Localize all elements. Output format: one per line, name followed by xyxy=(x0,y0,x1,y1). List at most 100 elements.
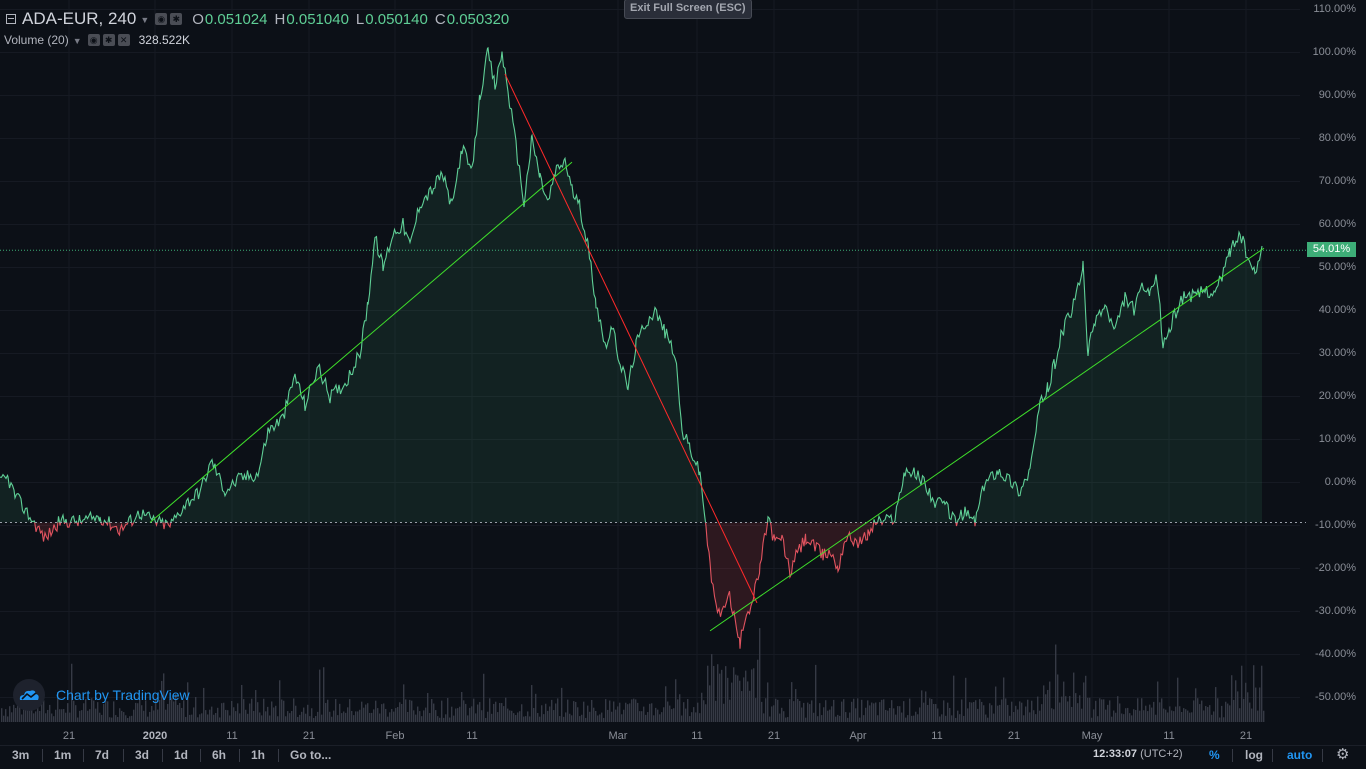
volume-bar xyxy=(993,713,995,722)
volume-bar xyxy=(793,701,795,722)
volume-bar xyxy=(909,698,911,722)
volume-bar xyxy=(219,717,221,722)
symbol-label[interactable]: ADA-EUR, 240 xyxy=(22,9,137,28)
tradingview-cloud-icon[interactable] xyxy=(13,679,45,711)
gear-icon[interactable]: ⚙ xyxy=(1336,746,1350,763)
timeframe-button[interactable]: 1h xyxy=(251,748,266,762)
volume-bar xyxy=(1125,708,1127,722)
volume-bar xyxy=(611,711,613,722)
volume-bar xyxy=(711,654,713,722)
volume-bar xyxy=(1255,687,1257,722)
timeframe-button[interactable]: 1m xyxy=(54,748,72,762)
volume-bar xyxy=(877,715,879,722)
volume-bar xyxy=(765,698,767,722)
volume-bar xyxy=(571,715,573,722)
volume-bar xyxy=(823,707,825,722)
volume-bar xyxy=(5,709,7,722)
volume-bar xyxy=(373,709,375,722)
volume-bar xyxy=(257,702,259,722)
time-axis-label: Feb xyxy=(385,730,405,742)
branding-link[interactable]: Chart by TradingView xyxy=(56,687,190,703)
volume-bar xyxy=(1121,713,1123,722)
volume-bar xyxy=(857,698,859,722)
exit-fullscreen-button[interactable]: Exit Full Screen (ESC) xyxy=(624,0,752,19)
price-axis-label: -40.00% xyxy=(1315,647,1356,660)
volume-bar xyxy=(233,707,235,722)
price-chart[interactable] xyxy=(0,0,1366,745)
volume-bar xyxy=(835,716,837,722)
eye-icon[interactable]: ◉ xyxy=(155,13,168,25)
timeframe-button[interactable]: 3d xyxy=(135,748,150,762)
volume-bar xyxy=(13,704,15,722)
volume-bar xyxy=(1081,708,1083,722)
chevron-down-icon[interactable]: ▼ xyxy=(72,36,82,46)
volume-bar xyxy=(1189,712,1191,722)
timeframe-button[interactable]: 6h xyxy=(212,748,227,762)
volume-bar xyxy=(345,712,347,722)
volume-bar xyxy=(47,709,49,722)
volume-bar xyxy=(169,699,171,722)
volume-bar xyxy=(937,708,939,722)
volume-bar xyxy=(1117,696,1119,722)
settings-icon[interactable]: ✱ xyxy=(102,34,115,46)
volume-bar xyxy=(1261,665,1263,722)
price-axis-label: 110.00% xyxy=(1313,2,1356,15)
volume-bar xyxy=(15,708,17,722)
price-axis-label: 90.00% xyxy=(1318,88,1356,101)
volume-bar xyxy=(29,704,31,722)
volume-bar xyxy=(1055,644,1057,722)
volume-bar xyxy=(1207,707,1209,722)
volume-bar xyxy=(947,702,949,722)
tradingview-branding[interactable]: Chart by TradingView xyxy=(13,679,190,711)
volume-bar xyxy=(327,699,329,722)
volume-bar xyxy=(49,704,51,722)
price-axis-label: -30.00% xyxy=(1315,604,1356,617)
settings-icon[interactable]: ✱ xyxy=(170,13,183,25)
eye-icon[interactable]: ◉ xyxy=(87,34,100,46)
volume-bar xyxy=(629,703,631,722)
volume-bar xyxy=(773,705,775,722)
percent-scale-button[interactable]: % xyxy=(1209,748,1220,762)
close-icon[interactable]: ✕ xyxy=(117,34,130,46)
volume-bar xyxy=(21,714,23,722)
timeframe-button[interactable]: 1d xyxy=(174,748,189,762)
auto-scale-button[interactable]: auto xyxy=(1287,748,1313,762)
volume-bar xyxy=(837,714,839,722)
volume-bar xyxy=(9,706,11,722)
volume-bar xyxy=(899,706,901,722)
clock[interactable]: 12:33:07 (UTC+2) xyxy=(1093,748,1183,760)
volume-bar xyxy=(641,711,643,722)
volume-bar xyxy=(363,707,365,722)
volume-bar xyxy=(587,705,589,722)
volume-bar xyxy=(225,709,227,722)
volume-bar xyxy=(759,628,761,722)
volume-bar xyxy=(699,713,701,722)
volume-bar xyxy=(631,699,633,722)
volume-label[interactable]: Volume (20) xyxy=(4,33,69,47)
volume-bar xyxy=(957,710,959,722)
volume-bar xyxy=(513,713,515,722)
timeframe-button[interactable]: 3m xyxy=(12,748,30,762)
volume-bar xyxy=(659,714,661,722)
toolbar-divider xyxy=(1322,749,1323,762)
collapse-legend-icon[interactable] xyxy=(6,14,16,24)
volume-bar xyxy=(467,715,469,722)
volume-bar xyxy=(709,685,711,722)
volume-bar xyxy=(995,686,997,722)
log-scale-button[interactable]: log xyxy=(1245,748,1263,762)
volume-bar xyxy=(333,710,335,722)
volume-bar xyxy=(43,700,45,722)
timeframe-button[interactable]: 7d xyxy=(95,748,110,762)
chevron-down-icon[interactable]: ▼ xyxy=(140,15,150,25)
volume-bar xyxy=(241,684,243,722)
volume-bar xyxy=(953,675,955,722)
volume-bar xyxy=(421,716,423,722)
volume-bar xyxy=(157,709,159,722)
volume-bar xyxy=(531,685,533,722)
volume-bar xyxy=(567,699,569,722)
volume-bar xyxy=(485,717,487,722)
goto-date-button[interactable]: Go to... xyxy=(290,748,332,762)
volume-bar xyxy=(1029,712,1031,722)
volume-bar xyxy=(19,706,21,722)
volume-bar xyxy=(399,702,401,722)
